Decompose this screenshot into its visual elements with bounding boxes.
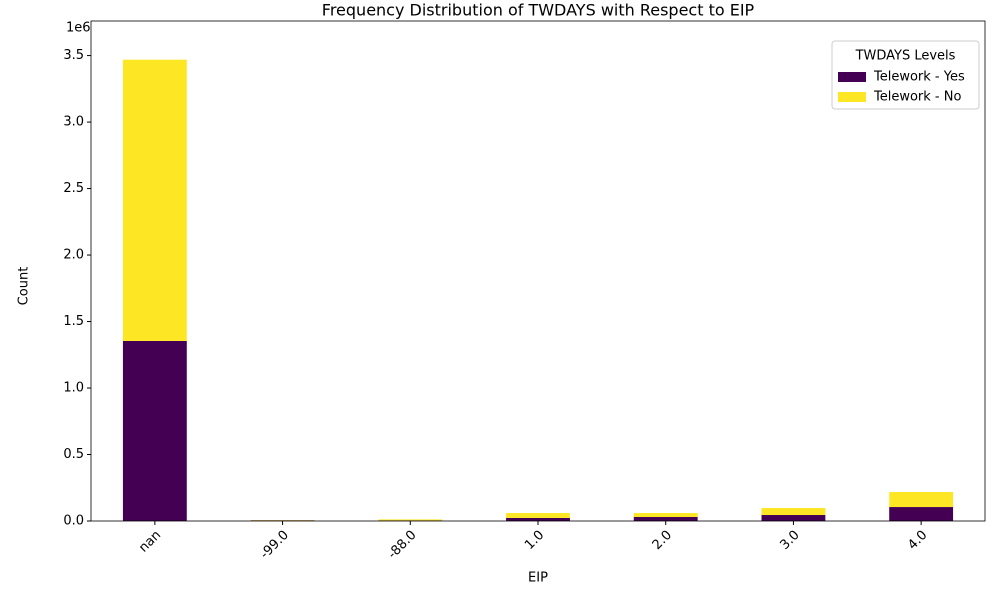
y-tick-label: 2.5	[63, 181, 84, 196]
y-tick-label: 3.0	[63, 115, 84, 130]
y-offset-label: 1e6	[66, 21, 91, 36]
y-tick-label: 1.0	[63, 381, 84, 396]
y-tick-label: 0.5	[63, 447, 84, 462]
axes-frame	[90, 20, 986, 522]
bar-segment	[761, 507, 826, 516]
x-axis-label: EIP	[528, 571, 548, 586]
x-tick-label: 3.0	[777, 528, 802, 553]
legend-label: Telework - Yes	[873, 70, 965, 85]
bar-segment	[378, 519, 443, 521]
legend-swatch	[838, 92, 866, 102]
bar-segment	[122, 340, 187, 521]
legend-box	[831, 40, 980, 110]
x-tick-label: 4.0	[905, 528, 930, 553]
bar-segment	[506, 513, 570, 518]
legend-label: Telework - No	[873, 90, 961, 105]
y-tick-label: 2.0	[63, 248, 84, 263]
x-tick-label: 2.0	[650, 528, 675, 553]
bar-segment	[633, 513, 698, 518]
y-tick-label: 0.0	[63, 514, 84, 529]
y-tick-label: 1.5	[63, 314, 84, 329]
x-tick-label: -88.0	[385, 528, 419, 562]
bar-segment	[761, 515, 826, 521]
bar-segment	[633, 517, 698, 521]
bar-segment	[506, 517, 570, 521]
legend-title: TWDAYS Levels	[855, 49, 956, 64]
x-tick-label: -99.0	[257, 528, 291, 562]
bar-segment	[889, 492, 954, 508]
y-axis-label: Count	[17, 267, 32, 306]
legend-swatch	[838, 72, 866, 82]
y-tick-label: 3.5	[63, 48, 84, 63]
bar-segment	[889, 507, 954, 521]
x-tick-label: nan	[136, 528, 164, 556]
x-tick-label: 1.0	[522, 528, 547, 553]
bar-segment	[122, 59, 187, 341]
chart-title: Frequency Distribution of TWDAYS with Re…	[322, 1, 755, 20]
